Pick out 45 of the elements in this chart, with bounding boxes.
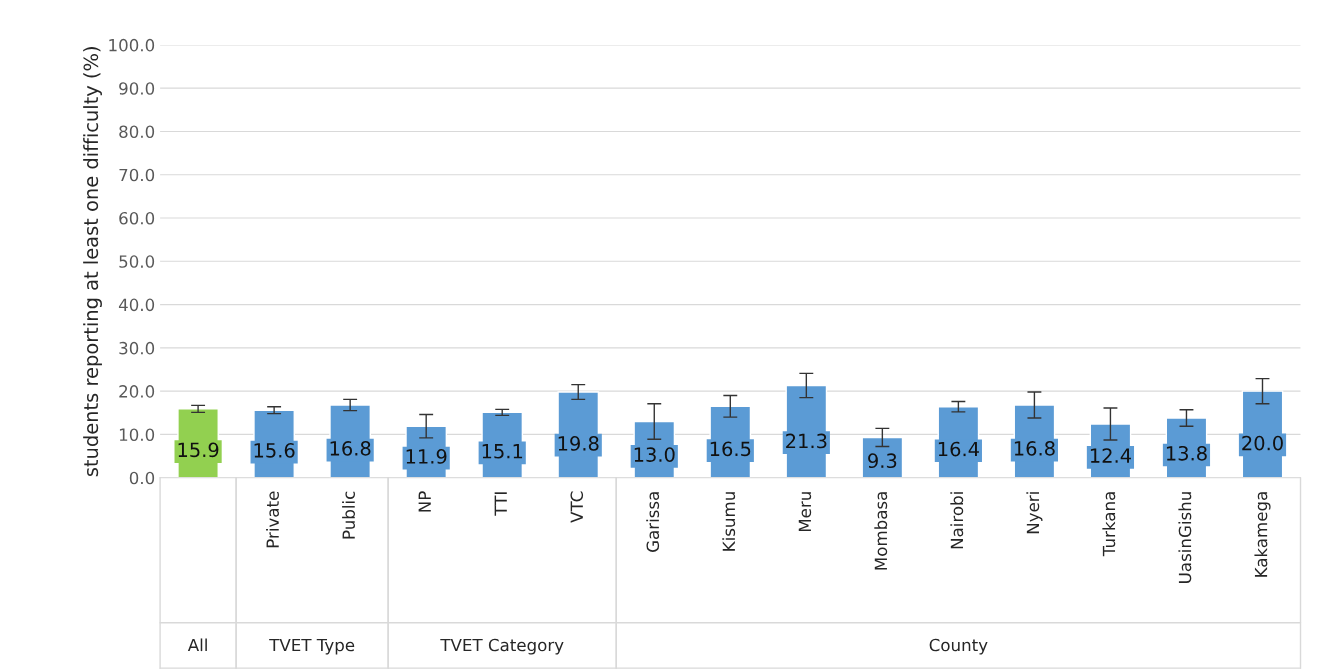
- text: County: [929, 638, 988, 655]
- data-label: 20.0: [1242, 435, 1283, 451]
- x-tick-label: Private: [266, 491, 279, 548]
- x-tick-label: NP: [418, 491, 431, 512]
- data-label: 12.4: [1090, 448, 1131, 463]
- data-label: 15.9: [178, 442, 219, 458]
- x-tick-label: Kakamega: [1254, 492, 1271, 577]
- data-label: 15.6: [254, 442, 295, 458]
- data-label: 16.8: [330, 441, 371, 456]
- data-label: 15.1: [482, 444, 523, 459]
- x-tick-label: Nyeri: [1026, 492, 1043, 534]
- data-label: 13.8: [1166, 445, 1207, 461]
- y-tick-label: 100.0: [109, 38, 155, 52]
- x-tick-label: UasinGishu: [1178, 492, 1192, 583]
- text: TVET Category: [440, 638, 564, 655]
- y-tick-label: 50.0: [119, 255, 155, 268]
- y-tick-label: 30.0: [119, 341, 155, 355]
- x-tick-label: VTC: [570, 491, 584, 523]
- text: All: [187, 638, 207, 652]
- y-tick-label: 60.0: [119, 211, 155, 225]
- y-axis-title: students reporting at least one difficulty (%): [83, 47, 102, 477]
- y-tick-label: 20.0: [119, 385, 155, 398]
- data-label: 16.4: [938, 441, 979, 457]
- data-label: 19.8: [558, 436, 599, 451]
- data-label: 16.8: [1014, 441, 1055, 456]
- x-tick-label: Meru: [798, 492, 812, 532]
- y-tick-label: 80.0: [119, 125, 155, 139]
- data-label: 16.5: [710, 441, 751, 457]
- y-tick-label: 40.0: [118, 298, 155, 312]
- x-tick-label: Mombasa: [874, 492, 888, 570]
- text: TVET Type: [269, 638, 355, 655]
- y-tick-label: 70.0: [119, 168, 155, 182]
- x-tick-label: Public: [342, 491, 355, 539]
- data-label: 9.3: [868, 453, 897, 469]
- data-label: 11.9: [406, 449, 447, 464]
- x-tick-label: TTI: [494, 492, 507, 516]
- y-tick-label: 90.0: [119, 82, 155, 95]
- data-label: 21.3: [786, 433, 827, 449]
- x-tick-label: Turkana: [1102, 492, 1116, 557]
- x-tick-label: Nairobi: [950, 492, 964, 549]
- y-tick-label: 10.0: [119, 428, 155, 441]
- x-tick-label: Kisumu: [722, 492, 736, 551]
- data-label: 13.0: [634, 447, 675, 462]
- y-tick-label: 0.0: [129, 471, 155, 485]
- x-tick-label: Garissa: [646, 492, 660, 552]
